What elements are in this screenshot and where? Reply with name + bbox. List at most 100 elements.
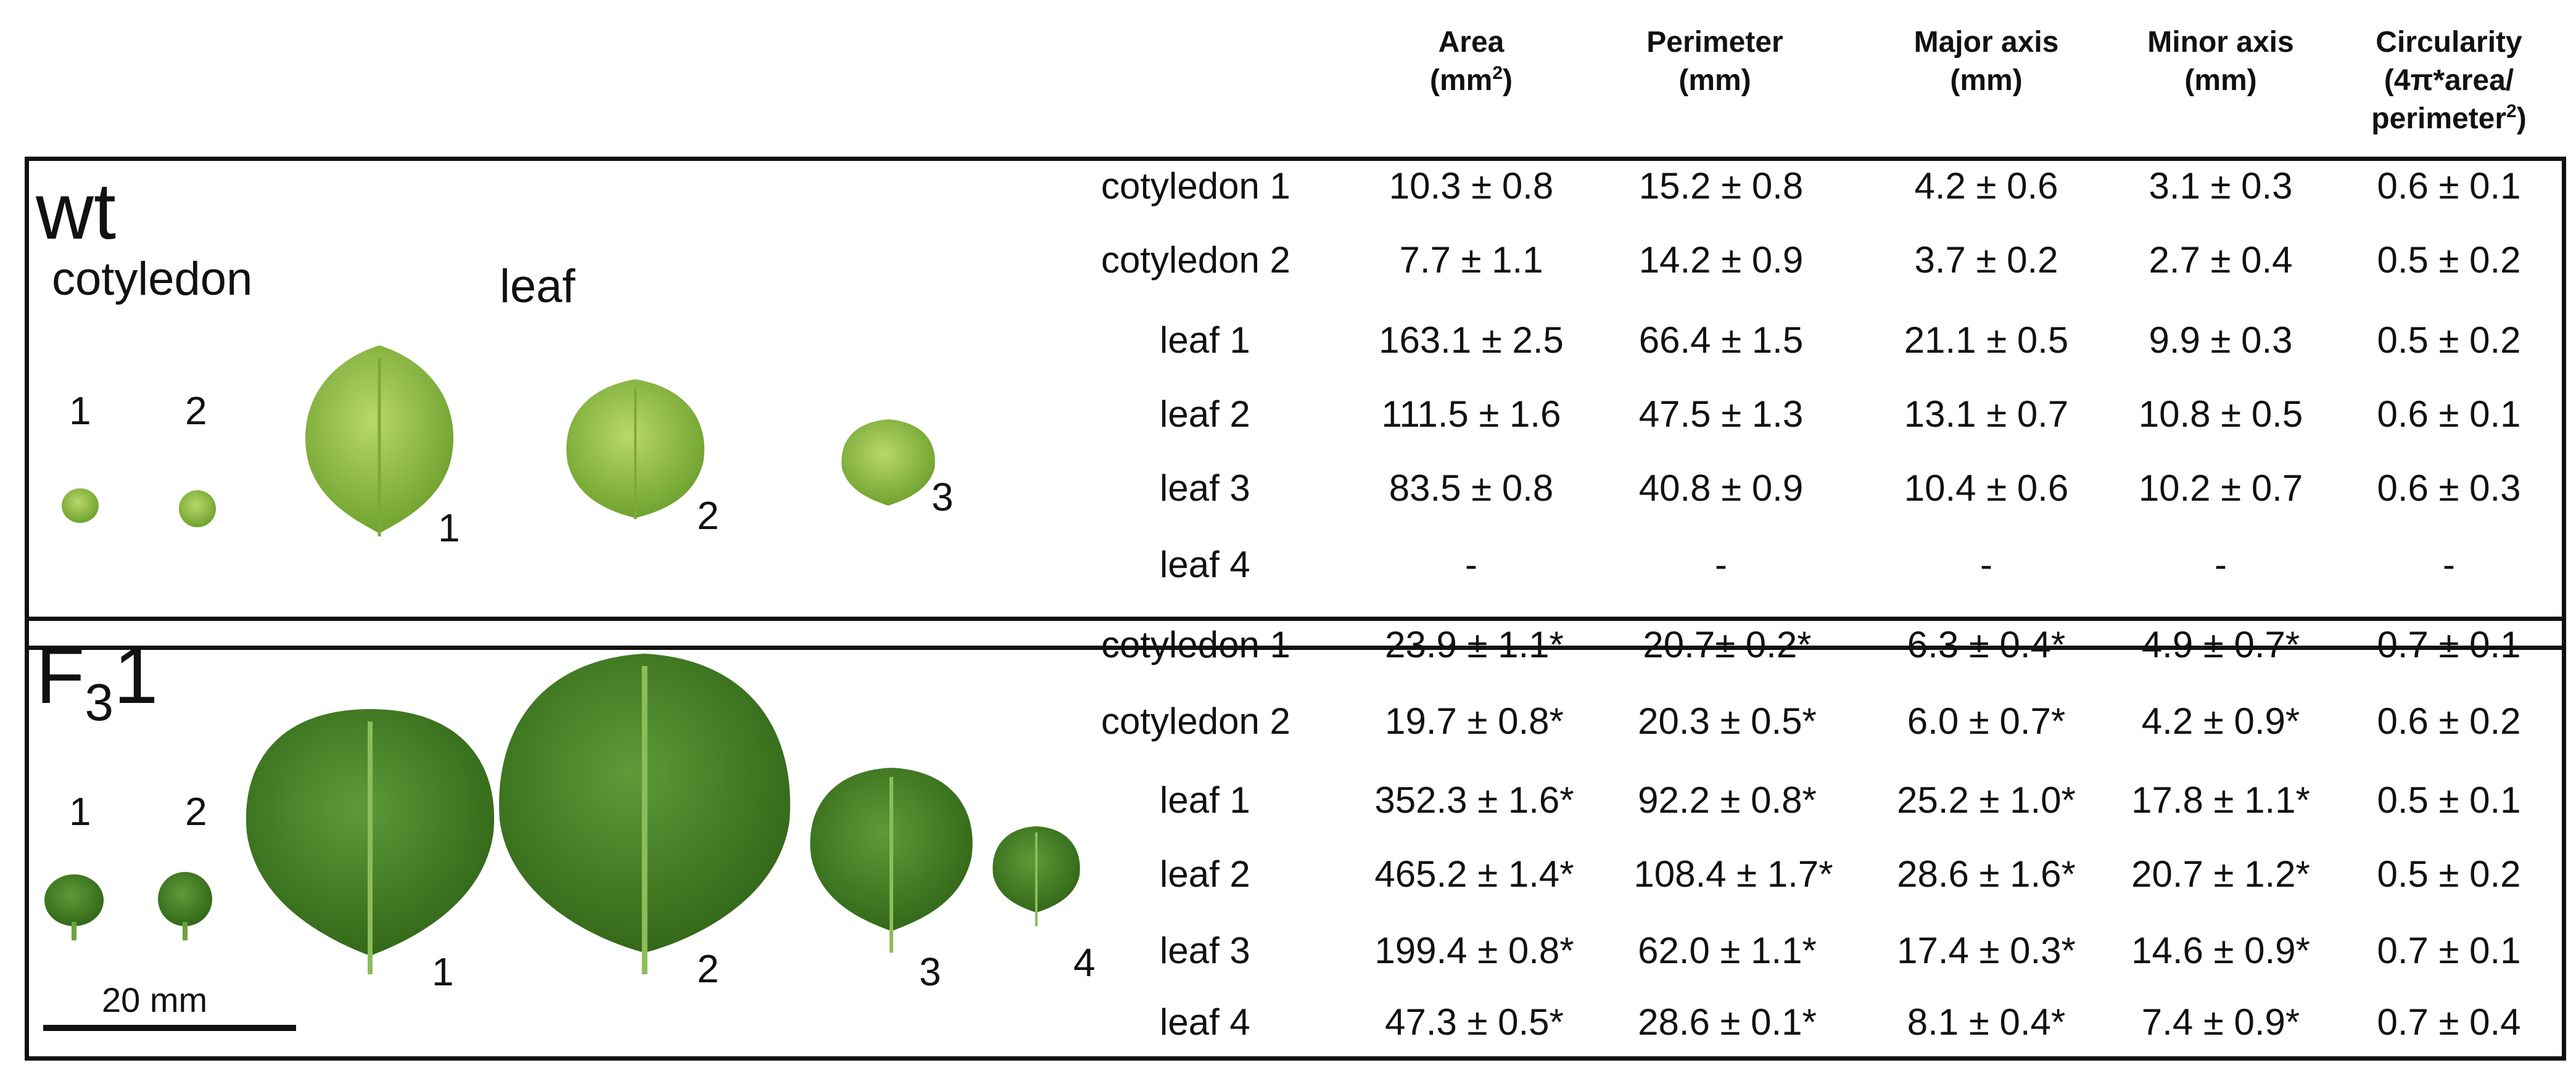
- wt-cell: -: [1465, 544, 1477, 585]
- wt-cell: 0.6 ± 0.3: [2377, 467, 2521, 509]
- f3-cell: 17.4 ± 0.3*: [1897, 930, 2076, 971]
- wt-cotyledon-2-image: [179, 490, 216, 527]
- header-minor-unit: (mm): [2184, 64, 2257, 97]
- header-circularity: Circularity (4π*area/ perimeter2): [2344, 23, 2554, 138]
- f3-cell: 352.3 ± 1.6*: [1374, 779, 1574, 821]
- f3-cell: 465.2 ± 1.4*: [1374, 853, 1574, 895]
- wt-cell: -: [2215, 544, 2227, 585]
- wt-leaf-number-3: 3: [931, 475, 954, 519]
- f3-cot-number-2: 2: [185, 789, 207, 834]
- f3-row-label-leaf-1: leaf 1: [1160, 779, 1250, 821]
- f3-leaf-number-4: 4: [1073, 940, 1096, 985]
- f3-cell: 14.6 ± 0.9*: [2131, 930, 2310, 971]
- f3-cell: 199.4 ± 0.8*: [1374, 930, 1574, 971]
- wt-row-label-cotyledon-1: cotyledon 1: [1101, 165, 1290, 207]
- wt-row-label-leaf-3: leaf 3: [1160, 467, 1250, 509]
- header-area-unit: (mm2): [1429, 63, 1513, 97]
- wt-cell: 21.1 ± 0.5: [1904, 319, 2069, 361]
- f3-row-label-leaf-2: leaf 2: [1160, 853, 1250, 895]
- f3-cell: 28.6 ± 0.1*: [1638, 1001, 1817, 1043]
- wt-cell: 0.5 ± 0.2: [2377, 319, 2521, 361]
- header-perimeter: Perimeter (mm): [1610, 23, 1820, 100]
- f3-cell: 0.6 ± 0.2: [2377, 700, 2521, 742]
- wt-cell: 0.6 ± 0.1: [2377, 165, 2521, 207]
- wt-cot-number-2: 2: [185, 388, 207, 433]
- f3-leaf-3-image: [810, 768, 973, 953]
- f3-cell: 23.9 ± 1.1*: [1385, 624, 1564, 665]
- wt-cell: 83.5 ± 0.8: [1389, 467, 1554, 509]
- wt-label: wt: [36, 166, 116, 256]
- f3-row-label-cotyledon-1: cotyledon 1: [1101, 624, 1290, 665]
- f3-cell: 0.7 ± 0.4: [2377, 1001, 2521, 1043]
- f3-row-label-leaf-3: leaf 3: [1160, 930, 1250, 971]
- f3-cell: 0.7 ± 0.1: [2377, 624, 2521, 665]
- f3-cell: 7.4 ± 0.9*: [2141, 1001, 2300, 1043]
- header-area-title: Area: [1438, 26, 1505, 59]
- wt-cell: 0.5 ± 0.2: [2377, 239, 2521, 281]
- header-circ-line3: perimeter2): [2371, 101, 2527, 136]
- f3-leaf-1-image: [246, 709, 495, 974]
- f3-cell: 6.0 ± 0.7*: [1907, 700, 2066, 742]
- wt-leaf-number-1: 1: [438, 506, 460, 550]
- wt-cell: -: [1715, 544, 1727, 585]
- wt-leaf-label: leaf: [500, 260, 576, 313]
- wt-cell: 0.6 ± 0.1: [2377, 393, 2521, 435]
- header-perimeter-unit: (mm): [1678, 64, 1751, 97]
- wt-cell: 2.7 ± 0.4: [2149, 239, 2293, 281]
- wt-cell: 10.2 ± 0.7: [2138, 467, 2303, 509]
- scale-bar: [43, 1025, 296, 1031]
- f3-cell: 6.3 ± 0.4*: [1907, 624, 2066, 665]
- wt-leaf-1-image: [305, 345, 454, 536]
- f3-cotyledon-1-image: [44, 874, 104, 940]
- f3-cell: 4.9 ± 0.7*: [2141, 624, 2300, 665]
- wt-cotyledon-1-image: [62, 488, 99, 523]
- f3-cell: 47.3 ± 0.5*: [1385, 1001, 1564, 1043]
- wt-leaf-3-image: [841, 419, 935, 506]
- wt-cell: -: [2443, 544, 2455, 585]
- f3-leaf-2-image: [499, 654, 790, 974]
- f3-cell: 17.8 ± 1.1*: [2131, 779, 2310, 821]
- wt-cell: 10.3 ± 0.8: [1389, 165, 1554, 207]
- f3-leaf-number-1: 1: [432, 950, 454, 994]
- wt-cell: 15.2 ± 0.8: [1638, 165, 1804, 207]
- f3-cell: 20.7± 0.2*: [1643, 624, 1812, 665]
- scale-bar-label: 20 mm: [102, 980, 208, 1019]
- wt-row-label-leaf-1: leaf 1: [1160, 319, 1250, 361]
- f3-cell: 19.7 ± 0.8*: [1385, 700, 1564, 742]
- wt-row-label-leaf-4: leaf 4: [1160, 544, 1250, 585]
- f3-cell: 20.3 ± 0.5*: [1638, 700, 1817, 742]
- wt-leaf-number-2: 2: [697, 493, 719, 538]
- f3-leaf-4-image: [993, 826, 1080, 926]
- f3-cotyledon-2-image: [158, 872, 212, 940]
- header-circ-line2: (4π*area/: [2384, 64, 2514, 97]
- header-minor-title: Minor axis: [2147, 26, 2294, 59]
- f3-cell: 92.2 ± 0.8*: [1638, 779, 1817, 821]
- wt-cell: 66.4 ± 1.5: [1638, 319, 1804, 361]
- wt-cell: 10.8 ± 0.5: [2138, 393, 2303, 435]
- f3-cell: 0.7 ± 0.1: [2377, 930, 2521, 971]
- f3-cell: 28.6 ± 1.6*: [1897, 853, 2076, 895]
- wt-cell: 40.8 ± 0.9: [1638, 467, 1804, 509]
- header-circ-title: Circularity: [2376, 26, 2522, 59]
- f3-cell: 108.4 ± 1.7*: [1633, 853, 1833, 895]
- wt-leaf-2-image: [566, 379, 704, 519]
- f3-leaf-images: [44, 654, 1080, 974]
- f3-cell: 20.7 ± 1.2*: [2131, 853, 2310, 895]
- header-major-unit: (mm): [1950, 64, 2023, 97]
- f3-row-label-cotyledon-2: cotyledon 2: [1101, 700, 1290, 742]
- f3-cell: 0.5 ± 0.1: [2377, 779, 2521, 821]
- f3-cot-number-1: 1: [69, 789, 91, 834]
- wt-cell: 111.5 ± 1.6: [1381, 393, 1561, 435]
- f3-label: F31: [36, 630, 159, 731]
- wt-cell: 9.9 ± 0.3: [2149, 319, 2293, 361]
- wt-cell: 4.2 ± 0.6: [1914, 165, 2058, 207]
- wt-cell: 163.1 ± 2.5: [1379, 319, 1564, 361]
- wt-cot-number-1: 1: [69, 388, 91, 433]
- wt-cell: 3.7 ± 0.2: [1914, 239, 2058, 281]
- header-major-title: Major axis: [1913, 26, 2059, 59]
- wt-leaf-images: [62, 345, 935, 536]
- wt-cell: 3.1 ± 0.3: [2149, 165, 2293, 207]
- f3-cell: 8.1 ± 0.4*: [1907, 1001, 2066, 1043]
- f3-cell: 0.5 ± 0.2: [2377, 853, 2521, 895]
- f3-cell: 4.2 ± 0.9*: [2141, 700, 2300, 742]
